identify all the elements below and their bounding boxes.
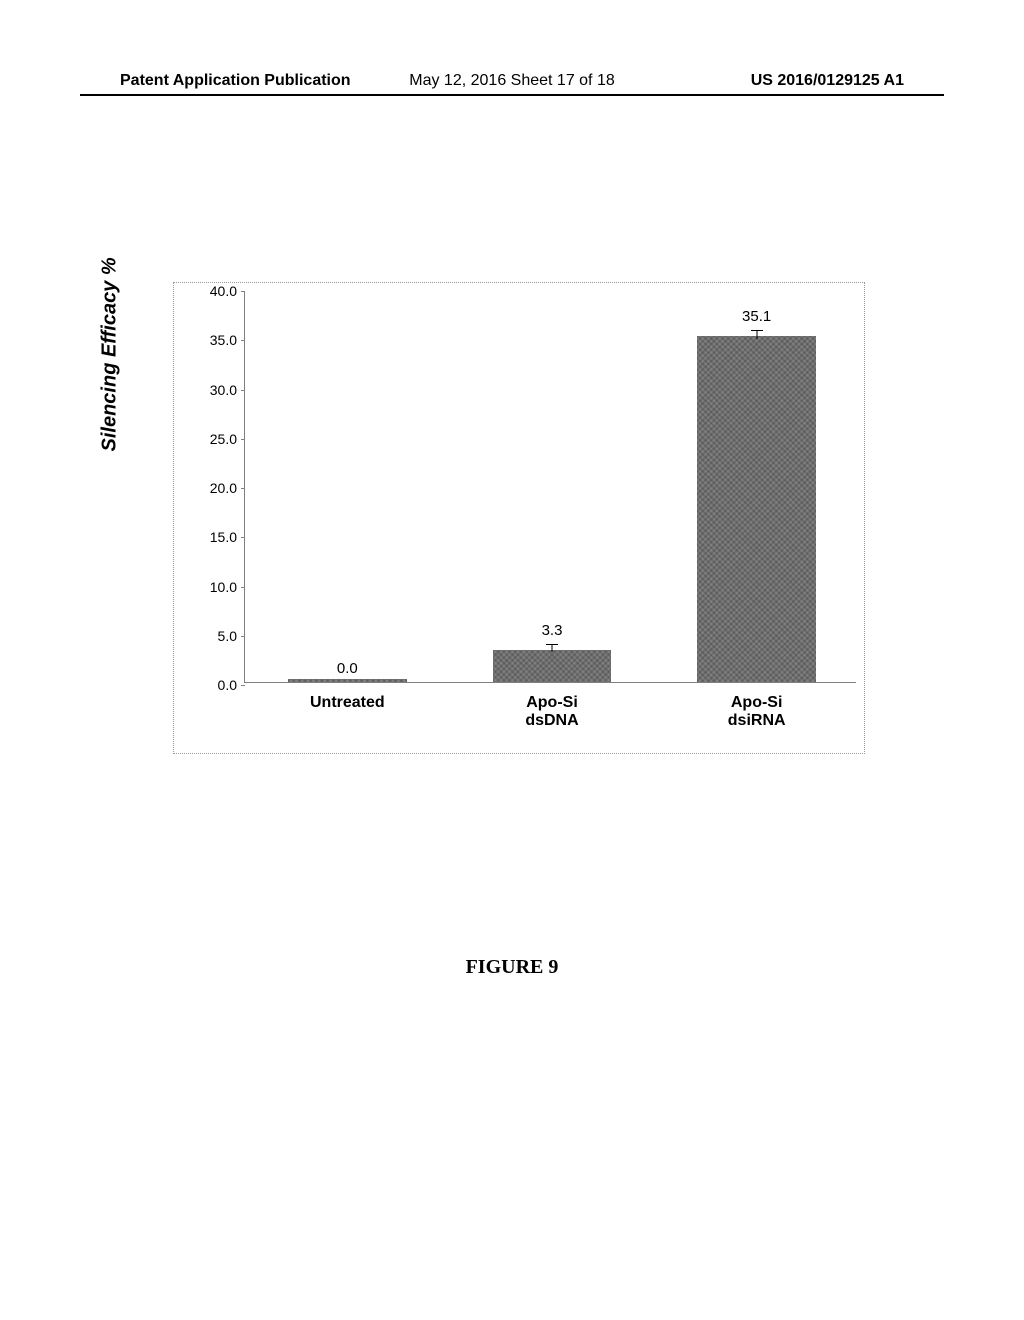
x-tick-label: Apo-SidsDNA: [450, 694, 655, 730]
y-tick-label: 10.0: [210, 579, 237, 595]
y-tick-label: 40.0: [210, 283, 237, 299]
y-tick-label: 5.0: [218, 628, 237, 644]
y-axis-label: Silencing Efficacy %: [99, 257, 122, 451]
bar: [288, 679, 407, 682]
chart-container: 0.0 Untreated 3.3 Apo-SidsDNA 35.1 Apo-SidsiR…: [173, 282, 865, 754]
page-header: Patent Application Publication May 12, 2…: [0, 72, 1024, 90]
y-tick-mark: [241, 291, 245, 292]
bar-value-label: 35.1: [742, 308, 771, 325]
error-bar: [756, 330, 757, 339]
header-publication: Patent Application Publication: [120, 72, 351, 90]
y-tick-label: 0.0: [218, 677, 237, 693]
y-tick-mark: [241, 537, 245, 538]
y-tick-label: 30.0: [210, 382, 237, 398]
error-cap: [546, 644, 558, 645]
y-tick-mark: [241, 340, 245, 341]
y-tick-mark: [241, 488, 245, 489]
bar: [493, 650, 612, 683]
figure-title: FIGURE 9: [0, 956, 1024, 979]
bar-value-label: 3.3: [542, 622, 563, 639]
x-tick-label: Untreated: [245, 694, 450, 712]
header-sheet-info: May 12, 2016 Sheet 17 of 18: [409, 72, 614, 90]
y-tick-mark: [241, 439, 245, 440]
bar: [697, 336, 816, 682]
header-divider: [80, 94, 944, 96]
y-tick-mark: [241, 587, 245, 588]
y-tick-label: 15.0: [210, 529, 237, 545]
y-tick-label: 35.0: [210, 332, 237, 348]
error-bar: [552, 644, 553, 653]
y-tick-mark: [241, 636, 245, 637]
y-tick-mark: [241, 390, 245, 391]
y-tick-label: 25.0: [210, 431, 237, 447]
plot-area: 0.0Untreated3.3Apo-SidsDNA35.1Apo-SidsiR…: [244, 291, 856, 683]
x-tick-label: Apo-SidsiRNA: [654, 694, 859, 730]
header-patent-number: US 2016/0129125 A1: [751, 72, 904, 90]
y-tick-label: 20.0: [210, 480, 237, 496]
error-cap: [751, 330, 763, 331]
bar-value-label: 0.0: [337, 660, 358, 677]
y-tick-mark: [241, 685, 245, 686]
